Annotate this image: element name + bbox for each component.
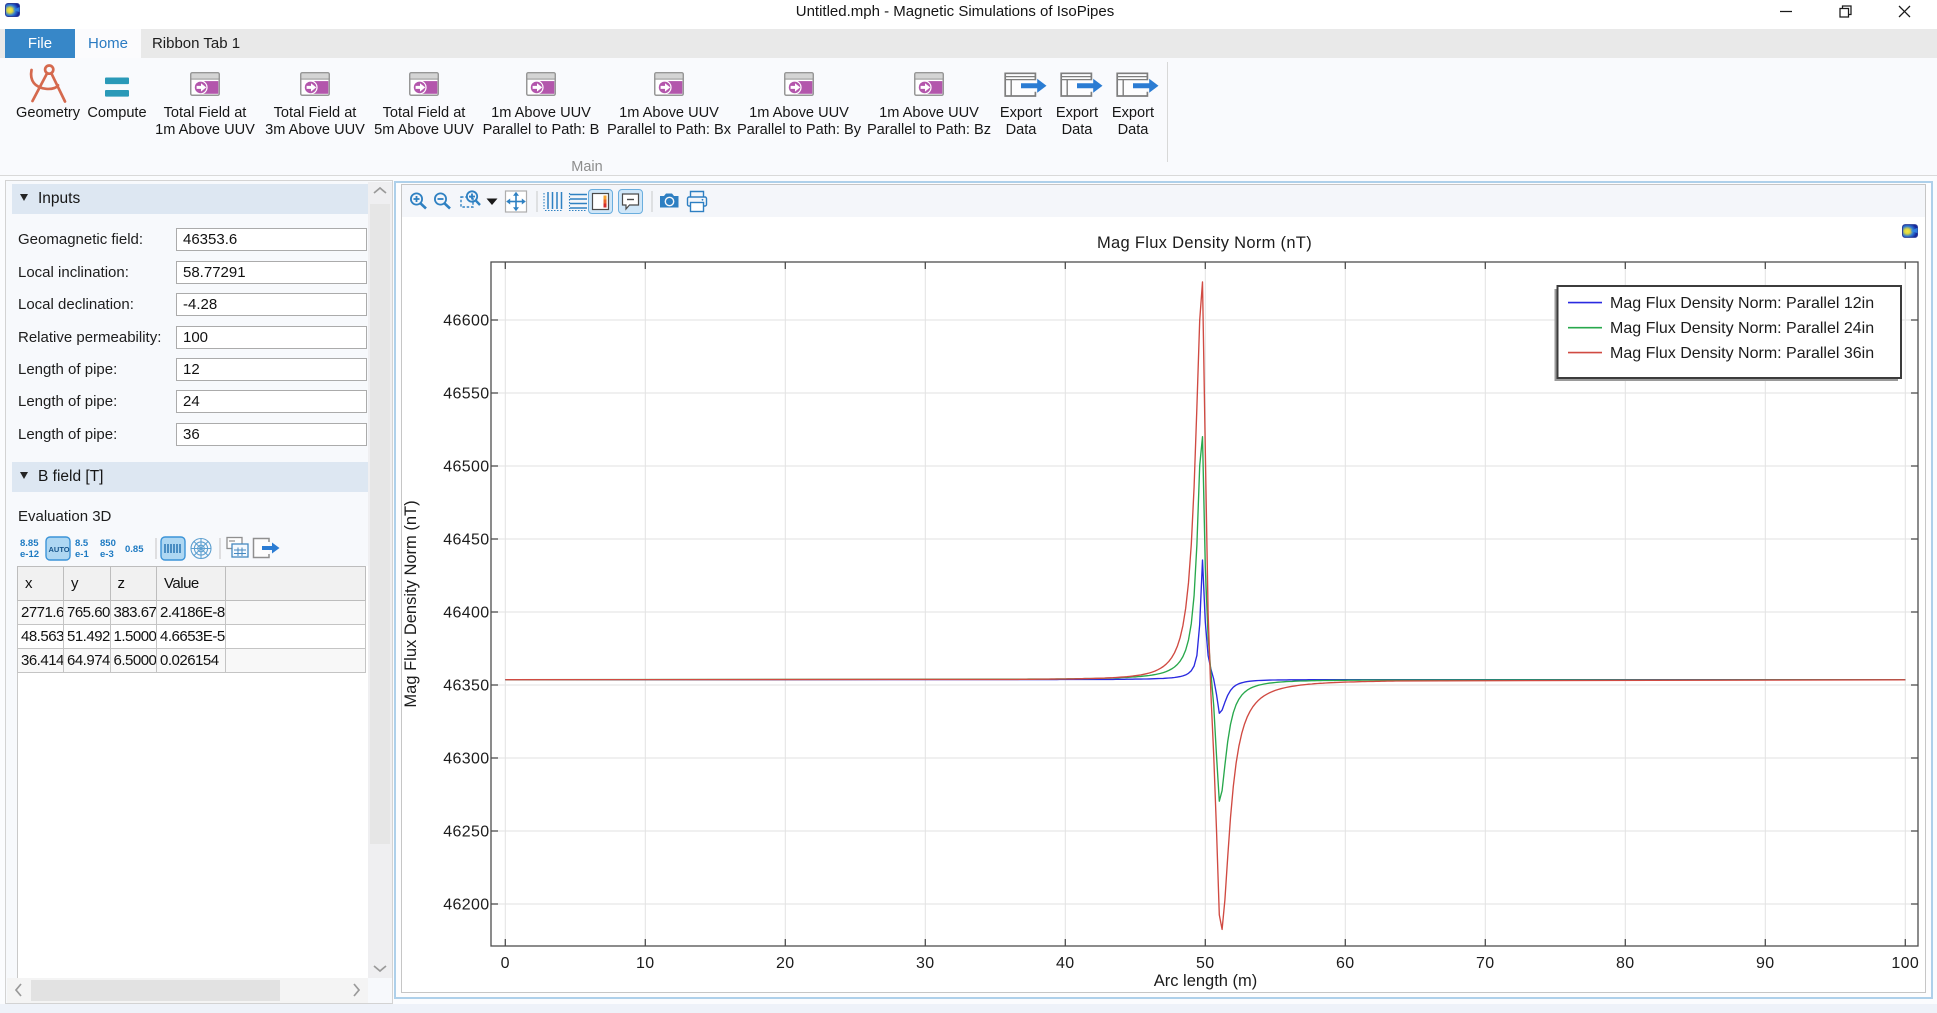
svg-text:0.85: 0.85	[125, 544, 144, 555]
svg-text:46500: 46500	[443, 459, 489, 476]
svg-text:Mag Flux Density Norm (nT): Mag Flux Density Norm (nT)	[1097, 234, 1312, 252]
svg-text:40: 40	[1056, 955, 1075, 972]
svg-text:Mag Flux Density Norm: Paralle: Mag Flux Density Norm: Parallel 24in	[1610, 320, 1874, 337]
svg-text:100: 100	[1891, 955, 1919, 972]
svg-text:20: 20	[776, 955, 795, 972]
svg-text:10: 10	[636, 955, 655, 972]
svg-text:90: 90	[1756, 955, 1775, 972]
svg-text:8.85: 8.85	[20, 538, 39, 549]
svg-text:30: 30	[916, 955, 935, 972]
svg-text:8.5: 8.5	[75, 538, 89, 549]
svg-text:46450: 46450	[443, 532, 489, 549]
svg-text:AUTO: AUTO	[49, 545, 70, 554]
svg-text:46350: 46350	[443, 678, 489, 695]
svg-text:46550: 46550	[443, 386, 489, 403]
svg-text:70: 70	[1476, 955, 1495, 972]
svg-text:0: 0	[501, 955, 510, 972]
svg-text:e-1: e-1	[75, 549, 89, 560]
svg-text:46600: 46600	[443, 313, 489, 330]
svg-text:50: 50	[1196, 955, 1215, 972]
svg-text:Arc length (m): Arc length (m)	[1154, 972, 1258, 990]
svg-text:e-3: e-3	[100, 549, 114, 560]
svg-text:Mag Flux Density Norm: Paralle: Mag Flux Density Norm: Parallel 36in	[1610, 345, 1874, 362]
svg-text:Mag Flux Density Norm (nT): Mag Flux Density Norm (nT)	[402, 500, 420, 707]
svg-text:850: 850	[100, 538, 116, 549]
svg-text:46400: 46400	[443, 605, 489, 622]
svg-text:e-12: e-12	[20, 549, 39, 560]
svg-text:80: 80	[1616, 955, 1635, 972]
svg-text:46300: 46300	[443, 751, 489, 768]
svg-text:46200: 46200	[443, 897, 489, 914]
svg-text:60: 60	[1336, 955, 1355, 972]
svg-text:46250: 46250	[443, 824, 489, 841]
svg-text:Mag Flux Density Norm: Paralle: Mag Flux Density Norm: Parallel 12in	[1610, 295, 1874, 312]
